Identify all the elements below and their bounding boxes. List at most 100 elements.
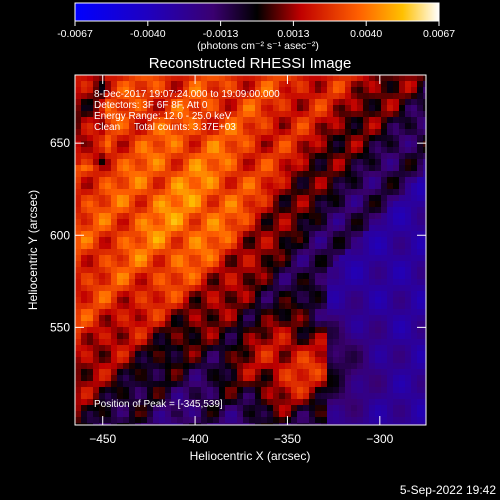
- heatmap-cell: [99, 105, 106, 112]
- heatmap-cell: [297, 369, 304, 376]
- heatmap-cell: [273, 297, 280, 304]
- heatmap-cell: [117, 375, 124, 382]
- heatmap-cell: [129, 99, 136, 106]
- heatmap-cell: [273, 171, 280, 178]
- heatmap-cell: [81, 321, 88, 328]
- heatmap-cell: [303, 321, 310, 328]
- heatmap-cell: [423, 315, 426, 322]
- heatmap-cell: [345, 297, 352, 304]
- heatmap-cell: [231, 267, 238, 274]
- heatmap-cell: [207, 315, 214, 322]
- heatmap-cell: [321, 393, 328, 400]
- heatmap-cell: [303, 411, 310, 418]
- heatmap-cell: [195, 99, 202, 106]
- heatmap-cell: [255, 303, 262, 310]
- heatmap-cell: [129, 111, 136, 118]
- heatmap-cell: [105, 369, 112, 376]
- heatmap-cell: [351, 339, 358, 346]
- heatmap-cell: [105, 159, 112, 166]
- heatmap-cell: [75, 291, 82, 298]
- heatmap-cell: [243, 93, 250, 100]
- heatmap-cell: [159, 423, 166, 425]
- heatmap-cell: [417, 243, 424, 250]
- heatmap-cell: [375, 207, 382, 214]
- heatmap-cell: [111, 213, 118, 220]
- heatmap-cell: [405, 249, 412, 256]
- heatmap-cell: [237, 321, 244, 328]
- heatmap-cell: [393, 393, 400, 400]
- heatmap-cell: [219, 225, 226, 232]
- heatmap-cell: [381, 237, 388, 244]
- heatmap-cell: [297, 399, 304, 406]
- heatmap-cell: [381, 309, 388, 316]
- heatmap-cell: [363, 297, 370, 304]
- heatmap-cell: [261, 165, 268, 172]
- heatmap-cell: [141, 399, 148, 406]
- heatmap-cell: [405, 261, 412, 268]
- heatmap-cell: [255, 195, 262, 202]
- heatmap-cell: [399, 231, 406, 238]
- heatmap-cell: [333, 165, 340, 172]
- heatmap-cell: [207, 165, 214, 172]
- heatmap-cell: [405, 213, 412, 220]
- heatmap-cell: [231, 177, 238, 184]
- heatmap-cell: [399, 219, 406, 226]
- heatmap-cell: [195, 81, 202, 88]
- heatmap-cell: [195, 267, 202, 274]
- heatmap-cell: [105, 129, 112, 136]
- heatmap-cell: [255, 183, 262, 190]
- heatmap-cell: [273, 327, 280, 334]
- heatmap-cell: [327, 111, 334, 118]
- heatmap-cell: [195, 243, 202, 250]
- heatmap-cell: [303, 237, 310, 244]
- heatmap-cell: [141, 387, 148, 394]
- heatmap-cell: [237, 405, 244, 412]
- heatmap-cell: [399, 147, 406, 154]
- heatmap-cell: [405, 147, 412, 154]
- heatmap-cell: [207, 417, 214, 424]
- heatmap-cell: [411, 99, 418, 106]
- heatmap-cell: [183, 219, 190, 226]
- heatmap-cell: [261, 189, 268, 196]
- heatmap-cell: [159, 393, 166, 400]
- heatmap-cell: [261, 315, 268, 322]
- heatmap-cell: [375, 297, 382, 304]
- heatmap-cell: [177, 207, 184, 214]
- heatmap-cell: [159, 141, 166, 148]
- heatmap-cell: [135, 405, 142, 412]
- heatmap-cell: [297, 405, 304, 412]
- heatmap-cell: [159, 93, 166, 100]
- heatmap-cell: [183, 231, 190, 238]
- heatmap-cell: [231, 135, 238, 142]
- heatmap-cell: [411, 177, 418, 184]
- heatmap-cell: [381, 411, 388, 418]
- heatmap-cell: [189, 423, 196, 425]
- heatmap-cell: [327, 117, 334, 124]
- heatmap-cell: [291, 363, 298, 370]
- heatmap-cell: [345, 111, 352, 118]
- heatmap-cell: [99, 87, 106, 94]
- heatmap-cell: [363, 405, 370, 412]
- heatmap-cell: [171, 219, 178, 226]
- heatmap-cell: [219, 153, 226, 160]
- heatmap-cell: [225, 219, 232, 226]
- heatmap-cell: [411, 81, 418, 88]
- heatmap-cell: [159, 177, 166, 184]
- heatmap-cell: [129, 399, 136, 406]
- heatmap-cell: [237, 375, 244, 382]
- heatmap-cell: [177, 129, 184, 136]
- heatmap-cell: [231, 207, 238, 214]
- heatmap-cell: [369, 213, 376, 220]
- heatmap-cell: [195, 177, 202, 184]
- heatmap-cell: [171, 327, 178, 334]
- heatmap-cell: [309, 417, 316, 424]
- heatmap-cell: [213, 219, 220, 226]
- heatmap-cell: [129, 243, 136, 250]
- heatmap-cell: [405, 423, 412, 425]
- heatmap-cell: [279, 393, 286, 400]
- heatmap-cell: [423, 297, 426, 304]
- heatmap-cell: [153, 315, 160, 322]
- heatmap-cell: [81, 195, 88, 202]
- heatmap-cell: [165, 123, 172, 130]
- heatmap-cell: [417, 267, 424, 274]
